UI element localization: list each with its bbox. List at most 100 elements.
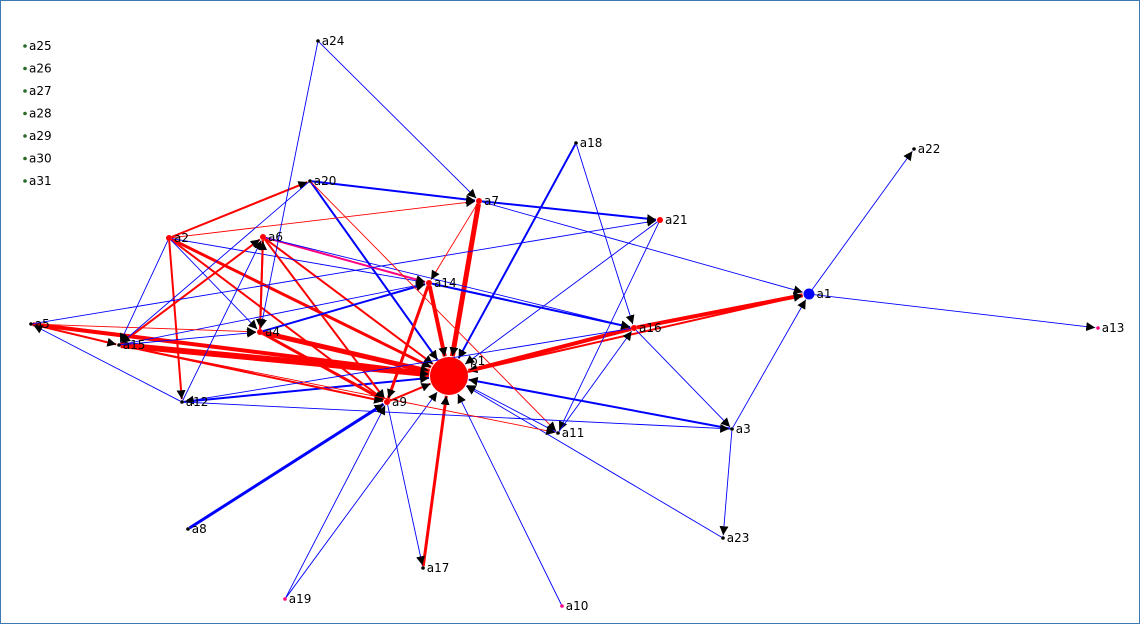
isolate-node-a27[interactable]: a27 xyxy=(23,84,52,98)
isolate-node-a27-marker[interactable] xyxy=(23,89,27,93)
node-a20-label: a20 xyxy=(314,174,337,188)
node-a20-marker[interactable] xyxy=(308,179,312,183)
edge-a1-a13 xyxy=(814,294,1096,332)
node-a4-label: a4 xyxy=(265,325,280,339)
isolate-node-a28[interactable]: a28 xyxy=(23,107,52,121)
node-a3-marker[interactable] xyxy=(730,427,734,431)
edge-a23-p1 xyxy=(465,385,722,538)
node-a14-label: a14 xyxy=(434,276,457,290)
edge-a7-p1 xyxy=(449,203,481,357)
edge-a20-p1 xyxy=(310,181,439,361)
node-a3-label: a3 xyxy=(736,422,751,436)
node-a23[interactable]: a23 xyxy=(721,531,749,545)
node-a14-marker[interactable] xyxy=(426,280,432,286)
edge-a9-p1 xyxy=(389,382,431,402)
node-a15-marker[interactable] xyxy=(117,343,121,347)
node-a22[interactable]: a22 xyxy=(912,142,940,156)
node-a10[interactable]: a10 xyxy=(560,599,588,613)
node-a16-marker[interactable] xyxy=(631,325,637,331)
node-a24[interactable]: a24 xyxy=(316,34,344,48)
node-a8[interactable]: a8 xyxy=(186,522,207,536)
edge-a5-a4 xyxy=(32,323,257,337)
isolate-node-a25-marker[interactable] xyxy=(23,44,27,48)
edge-a7-a1 xyxy=(481,201,803,295)
node-a13[interactable]: a13 xyxy=(1096,321,1124,335)
edge-a11-p1 xyxy=(466,384,557,433)
node-a22-marker[interactable] xyxy=(912,147,916,151)
isolate-node-a29-marker[interactable] xyxy=(23,134,27,138)
node-a11[interactable]: a11 xyxy=(556,426,584,440)
node-a5[interactable]: a5 xyxy=(29,317,50,331)
node-a7-marker[interactable] xyxy=(476,198,482,204)
node-a9-marker[interactable] xyxy=(384,399,390,405)
node-a18-label: a18 xyxy=(580,136,603,150)
edge-a20-a11 xyxy=(310,181,557,432)
edge-a14-a9 xyxy=(386,285,430,399)
node-a24-marker[interactable] xyxy=(316,39,320,43)
node-a23-marker[interactable] xyxy=(721,536,725,540)
node-a12[interactable]: a12 xyxy=(180,395,208,409)
node-a21[interactable]: a21 xyxy=(657,213,688,227)
node-a20[interactable]: a20 xyxy=(308,174,336,188)
isolate-node-a31[interactable]: a31 xyxy=(23,174,52,188)
node-a19[interactable]: a19 xyxy=(283,592,311,606)
edge-a6-a14 xyxy=(265,236,426,284)
edge-a10-p1 xyxy=(457,393,562,605)
node-a13-marker[interactable] xyxy=(1096,326,1100,330)
node-a17[interactable]: a17 xyxy=(421,561,449,575)
isolate-node-a31-marker[interactable] xyxy=(23,179,27,183)
node-a16[interactable]: a16 xyxy=(631,321,662,335)
node-a9[interactable]: a9 xyxy=(384,395,407,409)
node-a2-marker[interactable] xyxy=(166,235,172,241)
node-a1-marker[interactable] xyxy=(803,288,815,300)
node-a11-label: a11 xyxy=(562,426,585,440)
edge-a8-a9 xyxy=(188,402,385,530)
node-a2[interactable]: a2 xyxy=(166,231,189,245)
edge-a16-a1 xyxy=(636,292,804,330)
edge-a4-a6 xyxy=(258,240,268,330)
node-a4[interactable]: a4 xyxy=(257,325,280,339)
edge-a5-a15 xyxy=(32,323,117,347)
node-a15[interactable]: a15 xyxy=(117,338,145,352)
node-a1[interactable]: a1 xyxy=(803,287,832,301)
isolate-node-a30[interactable]: a30 xyxy=(23,152,52,166)
node-a6[interactable]: a6 xyxy=(260,230,283,244)
node-a21-marker[interactable] xyxy=(657,217,663,223)
node-a14[interactable]: a14 xyxy=(426,276,457,290)
node-a6-marker[interactable] xyxy=(260,234,266,240)
edge-a2-a14 xyxy=(171,238,426,286)
isolate-node-a30-marker[interactable] xyxy=(23,156,27,161)
edge-a18-p1 xyxy=(457,144,577,359)
edge-a20-a7 xyxy=(311,180,476,204)
node-a4-marker[interactable] xyxy=(257,329,263,335)
isolate-node-a28-marker[interactable] xyxy=(23,111,27,116)
edge-a9-a17 xyxy=(387,404,425,566)
node-a19-marker[interactable] xyxy=(283,597,287,601)
node-a12-marker[interactable] xyxy=(180,400,184,404)
edge-a17-p1 xyxy=(421,395,450,567)
isolate-node-a25[interactable]: a25 xyxy=(23,39,52,53)
node-a3[interactable]: a3 xyxy=(730,422,751,436)
isolate-node-a29[interactable]: a29 xyxy=(23,129,52,143)
edge-a2-a7 xyxy=(171,198,476,239)
isolate-node-a27-label: a27 xyxy=(29,84,52,98)
edge-a21-a11 xyxy=(558,222,660,431)
node-a17-marker[interactable] xyxy=(421,566,425,570)
isolate-node-a26-marker[interactable] xyxy=(23,66,27,71)
node-a18[interactable]: a18 xyxy=(574,136,602,150)
node-a9-label: a9 xyxy=(392,395,407,409)
node-p1[interactable]: p1 xyxy=(430,354,485,395)
node-a10-marker[interactable] xyxy=(560,604,564,608)
node-a11-marker[interactable] xyxy=(556,431,560,435)
node-a7[interactable]: a7 xyxy=(476,194,499,208)
node-p1-marker[interactable] xyxy=(430,357,468,395)
node-a8-marker[interactable] xyxy=(186,527,190,531)
node-a18-marker[interactable] xyxy=(574,141,578,145)
edge-a2-p1 xyxy=(171,237,432,369)
isolate-node-a26[interactable]: a26 xyxy=(23,62,52,76)
isolates-layer: a25 a26 a27 a28 a29 a30 a31 xyxy=(23,39,52,188)
node-a7-label: a7 xyxy=(484,194,499,208)
node-a5-marker[interactable] xyxy=(29,322,33,326)
